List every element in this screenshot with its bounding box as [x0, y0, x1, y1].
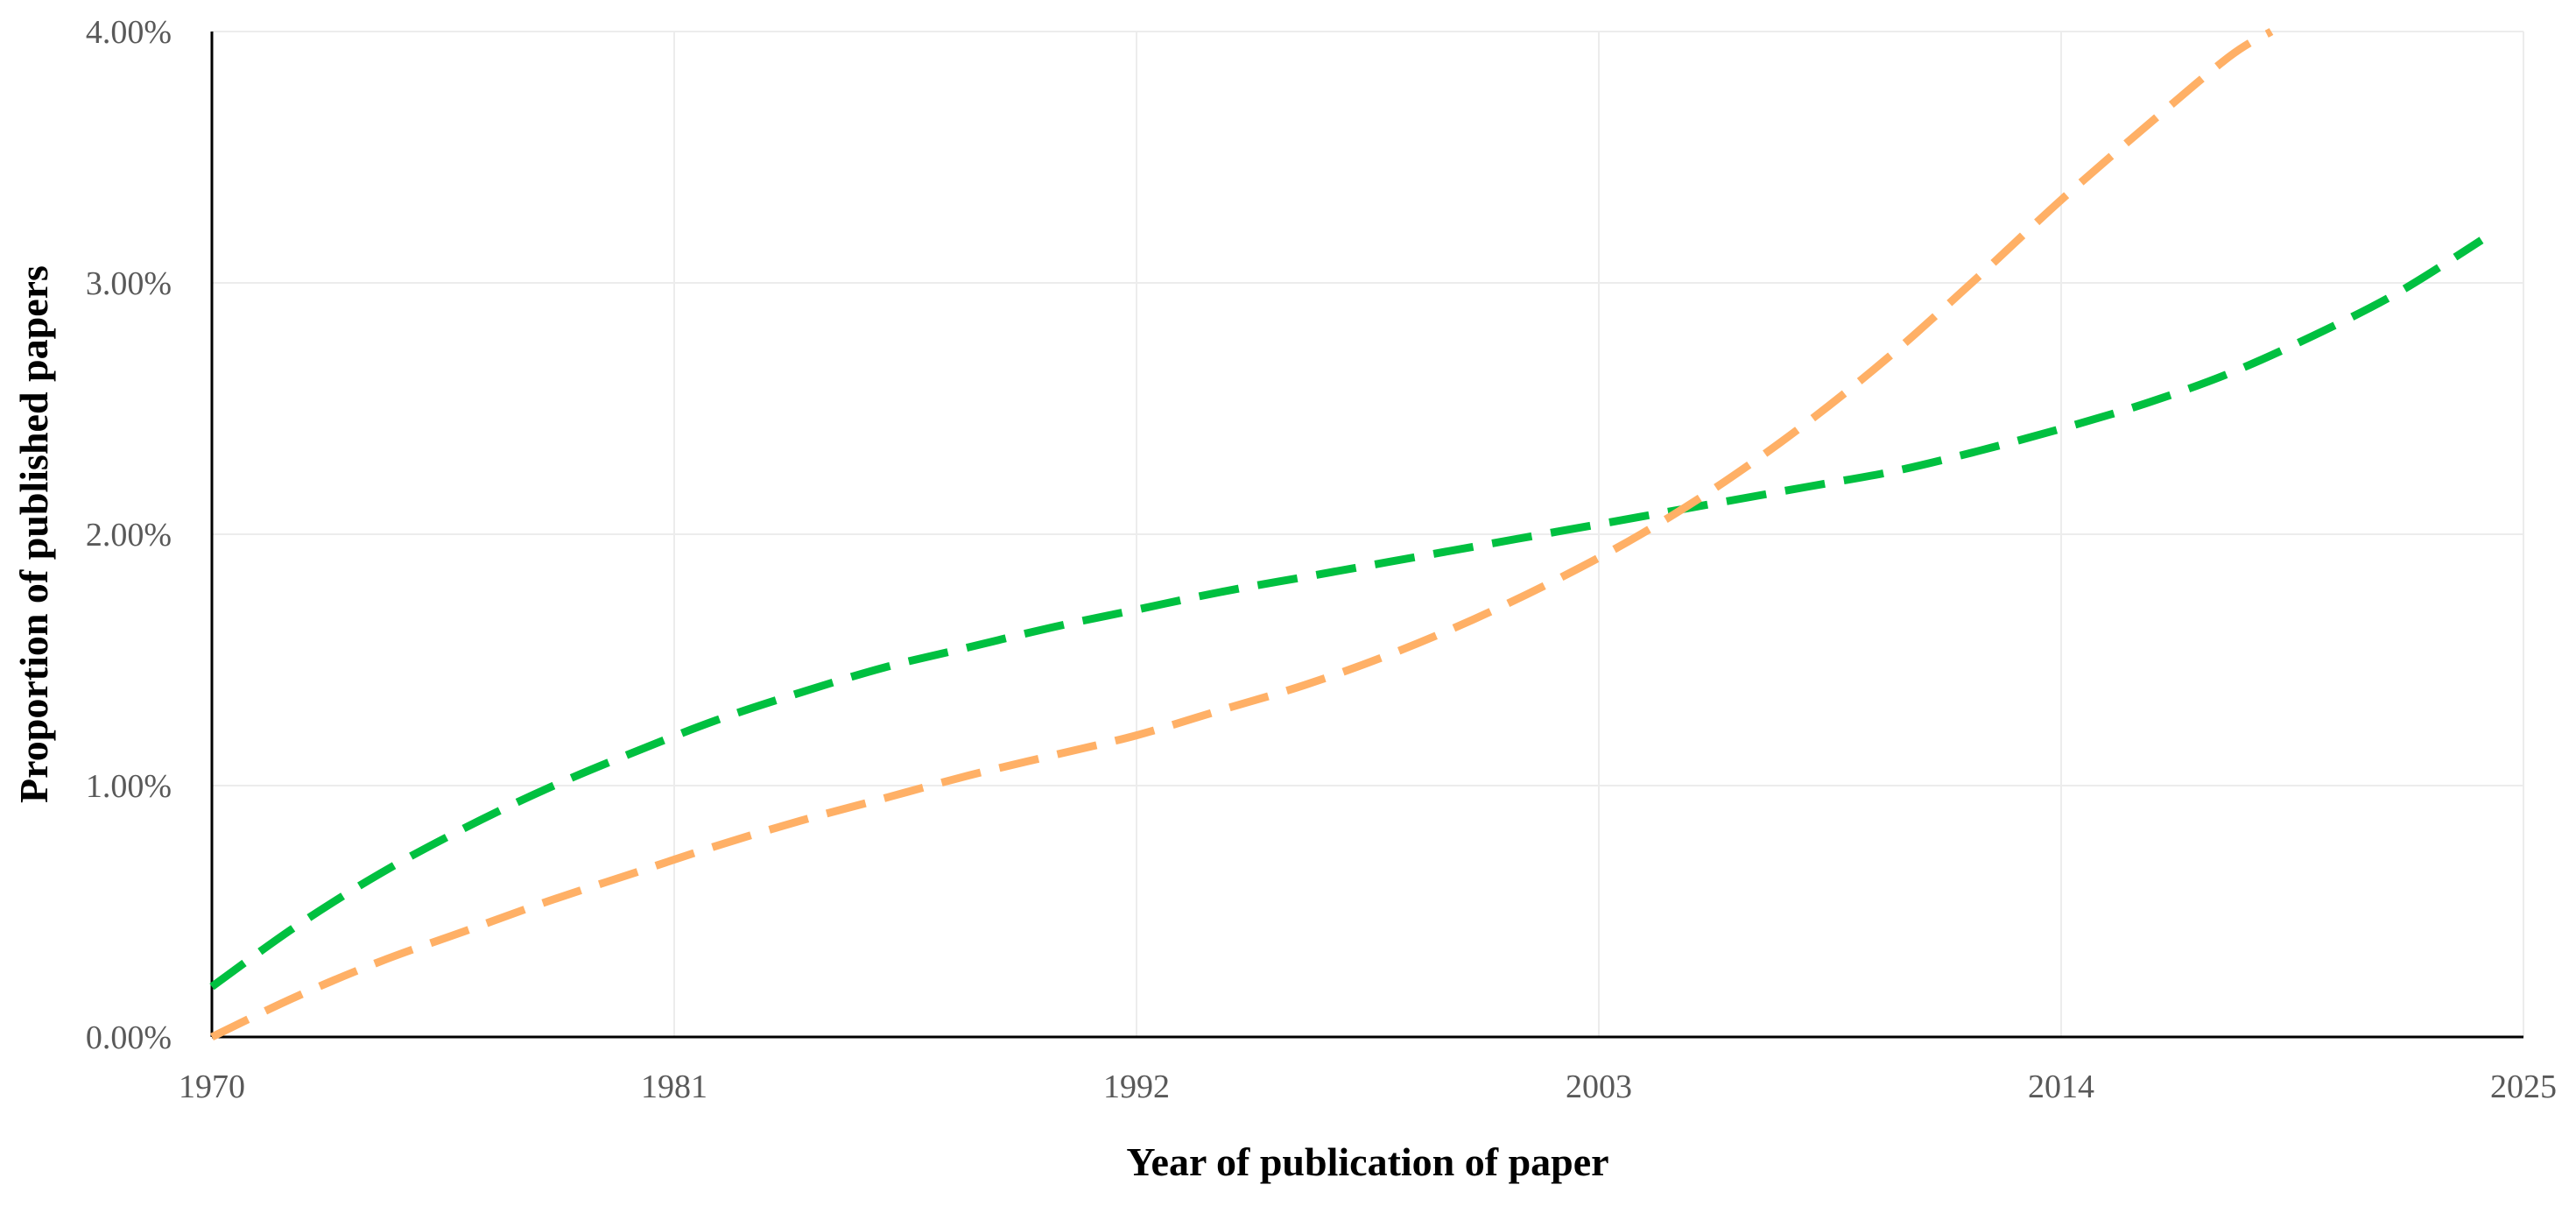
x-tick-label: 1970: [179, 1068, 245, 1105]
x-axis-title: Year of publication of paper: [1126, 1139, 1608, 1184]
x-tick-labels: 1970 1981 1992 2003 2014 2025: [179, 1068, 2557, 1105]
series-line-1: [209, 236, 2484, 991]
x-tick-label: 2003: [1566, 1068, 1632, 1105]
y-tick-label: 3.00%: [86, 265, 172, 302]
x-tick-label: 1981: [641, 1068, 707, 1105]
x-tick-label: 2025: [2490, 1068, 2557, 1105]
x-tick-label: 1992: [1103, 1068, 1170, 1105]
gridlines: [212, 31, 2524, 1037]
y-tick-label: 2.00%: [86, 517, 172, 554]
x-tick-label: 2014: [2028, 1068, 2094, 1105]
y-tick-labels: 0.00% 1.00% 2.00% 3.00% 4.00%: [86, 14, 172, 1056]
axes: [210, 32, 2523, 1039]
y-tick-label: 0.00%: [86, 1019, 172, 1056]
series-line-2: [210, 28, 2274, 1041]
series-lines: [209, 28, 2484, 1041]
y-tick-label: 1.00%: [86, 768, 172, 805]
y-tick-label: 4.00%: [86, 14, 172, 51]
y-axis-title: Proportion of published papers: [11, 265, 56, 803]
